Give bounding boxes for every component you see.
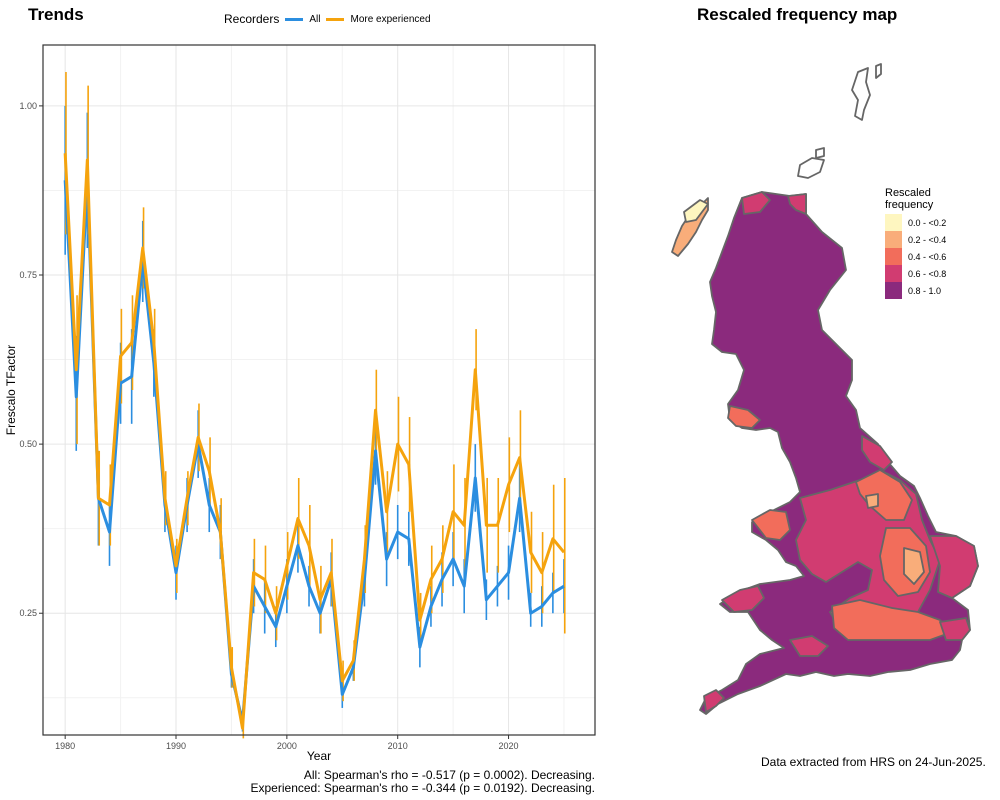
map-legend-row: 0.0 - <0.2 bbox=[885, 214, 946, 231]
map-legend-swatch bbox=[885, 214, 902, 231]
x-tick-label: 1990 bbox=[166, 741, 186, 751]
map-region-eastanglia-edge bbox=[929, 535, 979, 599]
y-tick-label: 0.25 bbox=[19, 608, 37, 618]
map-legend-label: 0.0 - <0.2 bbox=[908, 217, 947, 228]
map-legend-swatch bbox=[885, 231, 902, 248]
map-title: Rescaled frequency map bbox=[697, 5, 898, 24]
map-region-caithness bbox=[787, 193, 807, 215]
map-legend-title-line1: Rescaled bbox=[885, 187, 931, 199]
y-tick-label: 0.75 bbox=[19, 270, 37, 280]
x-tick-label: 2000 bbox=[277, 741, 297, 751]
legend-label-experienced: More experienced bbox=[350, 13, 431, 25]
map-region-shetland-islet bbox=[875, 63, 882, 79]
chart-legend: Recorders All More experienced bbox=[224, 12, 431, 26]
data-source-note: Data extracted from HRS on 24-Jun-2025. bbox=[761, 755, 986, 769]
map-region-wash bbox=[865, 493, 879, 509]
map-region-orkney-islet bbox=[815, 147, 825, 159]
map-region-thames bbox=[831, 599, 953, 641]
map-region-lincolnshire bbox=[855, 469, 913, 521]
y-tick-label: 1.00 bbox=[19, 101, 37, 111]
legend-label-all: All bbox=[309, 13, 321, 25]
legend-entry-all: All bbox=[285, 14, 320, 25]
frequency-map bbox=[671, 63, 979, 715]
map-legend-label: 0.4 - <0.6 bbox=[908, 251, 947, 262]
y-tick-label: 0.50 bbox=[19, 439, 37, 449]
map-legend-swatch bbox=[885, 248, 902, 265]
map-region-northwest bbox=[741, 191, 771, 215]
series-line-all bbox=[63, 178, 565, 723]
map-region-kent bbox=[939, 617, 971, 641]
map-legend-label: 0.8 - 1.0 bbox=[908, 285, 942, 296]
map-region-wales-north bbox=[751, 509, 791, 541]
map-region-wales-south bbox=[721, 585, 765, 613]
map-legend-row: 0.4 - <0.6 bbox=[885, 248, 946, 265]
y-axis-label: Frescalo TFactor bbox=[4, 345, 18, 435]
x-tick-label: 2020 bbox=[499, 741, 519, 751]
map-legend-label: 0.2 - <0.4 bbox=[908, 234, 947, 245]
map-legend-swatch bbox=[885, 265, 902, 282]
legend-swatch-experienced bbox=[326, 17, 345, 21]
map-region-hebrides-lewis bbox=[683, 199, 709, 223]
stats-all: All: Spearman's rho = -0.517 (p = 0.0002… bbox=[303, 768, 595, 782]
chart-title: Trends bbox=[28, 5, 84, 24]
map-legend-row: 0.8 - 1.0 bbox=[885, 282, 946, 299]
map-legend: Rescaled frequency 0.0 - <0.2 0.2 - <0.4… bbox=[885, 187, 946, 299]
x-axis-label: Year bbox=[307, 749, 331, 763]
map-region-somerset bbox=[789, 635, 829, 657]
map-region-northeast bbox=[861, 435, 893, 471]
legend-swatch-all bbox=[285, 17, 304, 21]
legend-title: Recorders bbox=[224, 12, 280, 26]
plot-border bbox=[42, 44, 596, 736]
map-region-orkney bbox=[797, 157, 825, 179]
map-region-shetland bbox=[851, 67, 871, 121]
x-tick-label: 2010 bbox=[388, 741, 408, 751]
map-region-cornwall bbox=[703, 689, 725, 713]
trend-chart: 1980 1990 2000 2010 2020 0.25 0.50 0.75 1.00 Year… bbox=[4, 44, 596, 763]
map-legend-label: 0.6 - <0.8 bbox=[908, 268, 947, 279]
legend-entry-experienced: More experienced bbox=[326, 13, 431, 25]
map-legend-row: 0.2 - <0.4 bbox=[885, 231, 946, 248]
series-line-experienced bbox=[63, 153, 566, 730]
map-region-galloway bbox=[727, 405, 761, 429]
stats-experienced: Experienced: Spearman's rho = -0.344 (p … bbox=[250, 781, 596, 795]
map-legend-swatch bbox=[885, 282, 902, 299]
map-legend-title-line2: frequency bbox=[885, 199, 934, 211]
map-legend-row: 0.6 - <0.8 bbox=[885, 265, 946, 282]
x-tick-label: 1980 bbox=[55, 741, 75, 751]
map-region-cambridge bbox=[903, 547, 925, 585]
map-legend-title: Rescaled frequency bbox=[885, 187, 946, 211]
